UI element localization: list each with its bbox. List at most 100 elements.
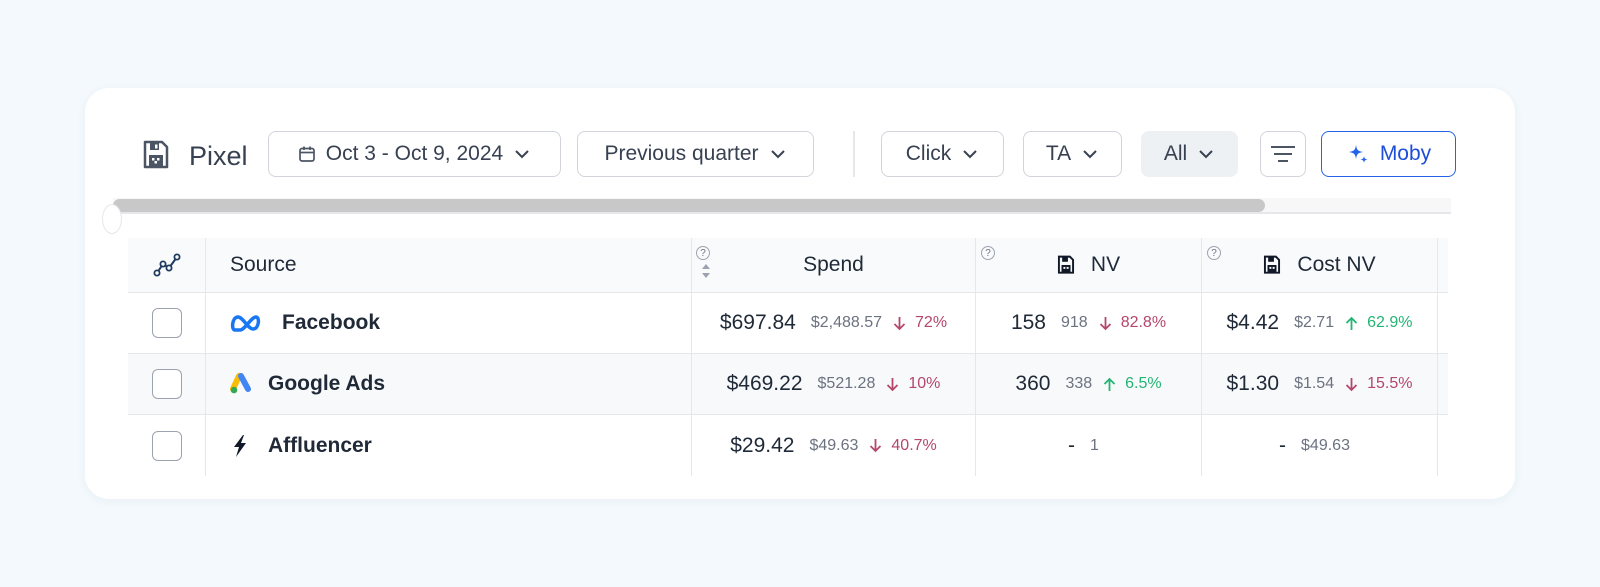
meta-icon	[230, 315, 261, 332]
cost-nv-previous: $2.71	[1294, 314, 1335, 331]
lightning-icon	[234, 434, 246, 457]
chevron-down-icon	[1083, 150, 1097, 159]
cost-nv-change: 62.9%	[1367, 314, 1413, 331]
arrow-down-icon	[893, 316, 906, 330]
source-name: Google Ads	[268, 372, 386, 395]
attribution-model-dropdown[interactable]: TA	[1023, 131, 1122, 177]
nv-value: -	[1068, 433, 1076, 457]
date-range-label: Oct 3 - Oct 9, 2024	[325, 142, 504, 165]
chart-toggle-header[interactable]	[128, 238, 206, 292]
cost-nv-cell: $4.42 $2.71 62.9%	[1202, 293, 1438, 353]
table-row[interactable]: Google Ads $469.22 $521.28 10% 360 338 6…	[128, 354, 1448, 415]
source-cell: Facebook	[206, 293, 692, 353]
row-checkbox[interactable]	[151, 308, 182, 338]
cost-nv-value: -	[1279, 433, 1287, 457]
cost-nv-previous: $1.54	[1294, 375, 1335, 392]
row-checkbox[interactable]	[151, 430, 182, 461]
arrow-up-icon	[1345, 316, 1358, 330]
spend-cell: $29.42 $49.63 40.7%	[692, 415, 976, 476]
cost-nv-value: $4.42	[1226, 311, 1280, 334]
nv-cell: 158 918 82.8%	[976, 293, 1202, 353]
attribution-window-label: Click	[905, 142, 952, 165]
arrow-down-icon	[1099, 316, 1111, 330]
cost-nv-cell: - $49.63	[1202, 415, 1438, 476]
filter-all-dropdown[interactable]: All	[1141, 131, 1238, 177]
pixel-logo-icon	[143, 140, 169, 169]
toolbar-divider	[853, 131, 855, 177]
cost-nv-cell: $1.30 $1.54 15.5%	[1202, 354, 1438, 414]
chevron-down-icon	[963, 150, 977, 159]
arrow-down-icon	[870, 439, 882, 453]
spend-change: 10%	[908, 375, 941, 392]
pixel-logo-icon	[1057, 255, 1074, 274]
calendar-icon	[298, 146, 315, 162]
help-icon[interactable]: ?	[1207, 246, 1221, 260]
scroll-knob[interactable]	[102, 204, 122, 234]
spend-change: 72%	[915, 314, 948, 331]
table-header-row: Source ? Spend ? NV ?	[128, 238, 1448, 293]
row-select-cell	[128, 293, 206, 353]
sparkles-icon	[1348, 145, 1368, 163]
date-range-picker[interactable]: Oct 3 - Oct 9, 2024	[268, 131, 561, 177]
nv-previous: 918	[1060, 314, 1088, 331]
arrow-down-icon	[887, 377, 899, 391]
row-checkbox[interactable]	[151, 369, 182, 399]
compare-period-label: Previous quarter	[604, 142, 759, 165]
chevron-down-icon	[515, 150, 529, 159]
spend-column-header[interactable]: ? Spend	[692, 238, 976, 292]
column-settings-button[interactable]	[1260, 131, 1306, 177]
moby-ai-button[interactable]: Moby	[1321, 131, 1456, 177]
sort-icon[interactable]	[701, 262, 711, 280]
source-cell: Affluencer	[206, 415, 692, 476]
spend-previous: $2,488.57	[810, 314, 883, 331]
table-row[interactable]: Affluencer $29.42 $49.63 40.7% - 1 - $49…	[128, 415, 1448, 476]
toolbar: Pixel Oct 3 - Oct 9, 2024 Previous quart…	[85, 131, 1515, 179]
nv-column-header[interactable]: ? NV	[976, 238, 1202, 292]
cost-nv-column-header[interactable]: ? Cost NV	[1202, 238, 1438, 292]
nv-cell: 360 338 6.5%	[976, 354, 1202, 414]
nv-change: 6.5%	[1125, 375, 1162, 392]
cost-nv-value: $1.30	[1226, 372, 1280, 395]
moby-label: Moby	[1379, 142, 1432, 165]
compare-period-dropdown[interactable]: Previous quarter	[577, 131, 814, 177]
help-icon[interactable]: ?	[981, 246, 995, 260]
table-row[interactable]: Facebook $697.84 $2,488.57 72% 158 918 8…	[128, 293, 1448, 354]
filter-lines-icon	[1271, 146, 1295, 162]
spend-value: $29.42	[730, 433, 795, 457]
line-chart-icon	[153, 253, 180, 277]
spend-value: $469.22	[726, 372, 803, 395]
chevron-down-icon	[770, 150, 785, 159]
cost-nv-header-label: Cost NV	[1297, 253, 1376, 276]
pixel-attribution-card: Pixel Oct 3 - Oct 9, 2024 Previous quart…	[85, 88, 1515, 499]
cost-nv-change: 15.5%	[1367, 375, 1413, 392]
source-column-header[interactable]: Source	[206, 238, 692, 292]
page-title: Pixel	[189, 141, 248, 171]
nv-value: 360	[1015, 372, 1051, 395]
attribution-window-dropdown[interactable]: Click	[881, 131, 1004, 177]
row-select-cell	[128, 415, 206, 476]
spend-previous: $49.63	[809, 436, 859, 454]
nv-previous: 338	[1065, 375, 1093, 392]
row-select-cell	[128, 354, 206, 414]
arrow-up-icon	[1104, 377, 1116, 391]
pixel-logo-icon	[1264, 255, 1281, 274]
attribution-model-label: TA	[1045, 142, 1072, 165]
google-ads-icon	[230, 373, 251, 394]
source-name: Affluencer	[268, 433, 372, 457]
source-header-label: Source	[230, 253, 297, 276]
chevron-down-icon	[1199, 150, 1213, 159]
cost-nv-previous: $49.63	[1301, 436, 1350, 454]
nv-change: 82.8%	[1120, 314, 1167, 331]
spend-value: $697.84	[719, 311, 796, 334]
source-cell: Google Ads	[206, 354, 692, 414]
horizontal-scrollbar[interactable]	[113, 198, 1451, 214]
spend-cell: $469.22 $521.28 10%	[692, 354, 976, 414]
help-icon[interactable]: ?	[696, 246, 710, 260]
scrollbar-thumb[interactable]	[113, 199, 1265, 212]
arrow-down-icon	[1345, 377, 1358, 391]
spend-header-label: Spend	[803, 253, 864, 276]
spend-previous: $521.28	[817, 375, 876, 392]
nv-cell: - 1	[976, 415, 1202, 476]
filter-all-label: All	[1163, 142, 1188, 165]
nv-header-label: NV	[1090, 253, 1121, 276]
